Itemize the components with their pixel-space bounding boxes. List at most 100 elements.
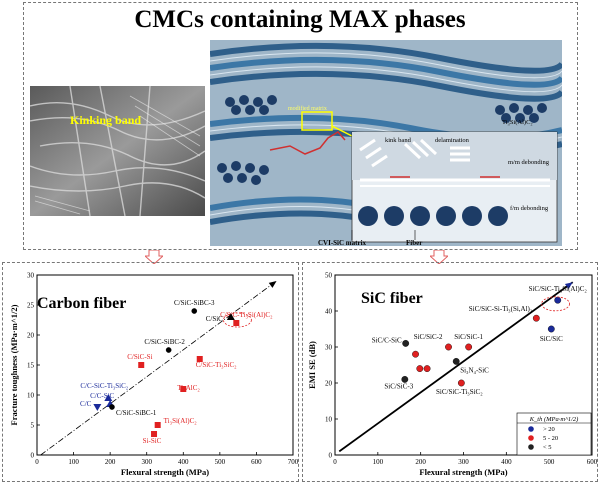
mm-debonding-label: m/m debonding [508, 159, 550, 166]
kink-band-label: kink band [385, 137, 412, 144]
data-label: C/C [80, 400, 92, 408]
data-point [138, 362, 145, 368]
data-point [154, 422, 161, 428]
fiber-label: Fiber [406, 239, 423, 247]
data-label: SiC/C-SiC [372, 336, 402, 344]
legend-marker [528, 435, 534, 441]
data-label: C/C-SiC-Ti₃SiC₂ [80, 382, 128, 390]
data-label: Si-SiC [143, 437, 162, 445]
y-axis-label: Fracture toughness (MPa·m^1/2) [9, 304, 19, 425]
carbon-fiber-panel: 0 100 200 300 400 500 600 700 0 5 10 15 20 25 30 Flexur… [2, 262, 299, 482]
chart-title: SiC fiber [361, 290, 423, 307]
sic-fiber-panel: 0 100 200 300 400 500 600 0 10 20 30 40 50 Flexural s… [302, 262, 598, 482]
carbon-fiber-chart: 0 100 200 300 400 500 600 700 0 5 10 15 20 25 30 Flexur… [9, 272, 299, 478]
legend-marker [528, 426, 534, 432]
legend-title: K_th (MPa·m^1/2) [529, 416, 579, 423]
data-point [416, 365, 424, 373]
data-label: SiC/SiC-Si-Ti₃(Si,Al)₂ [469, 305, 533, 313]
x-tick-label: 200 [105, 458, 116, 466]
y-tick-label: 20 [325, 380, 333, 388]
data-label: C/SiC-SiBC-3 [174, 299, 215, 307]
data-label: C/SiC [206, 315, 223, 323]
x-tick-label: 300 [141, 458, 152, 466]
x-axis-label: Flexural strength (MPa) [121, 467, 209, 477]
y-tick-label: 10 [325, 416, 333, 424]
x-tick-label: 100 [68, 458, 79, 466]
trend-line [40, 280, 277, 456]
data-label: SiC/SiC-Ti₃Si(Al)C₂ [529, 285, 588, 293]
data-point [457, 379, 465, 387]
data-label: C/SiC-SiBC-2 [144, 338, 185, 346]
data-point [165, 347, 172, 353]
trend-line [338, 281, 574, 453]
y-tick-label: 10 [27, 392, 35, 400]
delamination-label: delamination [435, 137, 470, 144]
data-point [196, 356, 203, 362]
x-tick-label: 600 [587, 458, 597, 466]
x-tick-label: 100 [373, 458, 384, 466]
legend-label: < 5 [543, 444, 552, 451]
x-tick-label: 400 [501, 458, 512, 466]
data-label: Si₃N₄-SiC [460, 366, 489, 374]
y-tick-label: 50 [325, 272, 333, 280]
kinking-band-label: Kinking band [70, 113, 141, 127]
data-point [452, 358, 460, 365]
legend-label: > 20 [543, 426, 555, 433]
data-point [402, 340, 410, 347]
x-tick-label: 600 [251, 458, 262, 466]
data-label: SiC/SiC-3 [384, 382, 413, 390]
trend-arrow-head [564, 282, 573, 290]
x-tick-label: 400 [178, 458, 189, 466]
phase-label: Ti₃Si(Al)C₂ [502, 119, 533, 126]
fm-debonding-label: f/m debonding [510, 205, 549, 212]
x-tick-label: 200 [415, 458, 426, 466]
modified-matrix-label: modified matrix [288, 105, 327, 112]
data-point [412, 350, 419, 358]
x-tick-label: 0 [35, 458, 39, 466]
data-label: SiC/SiC-Ti₃SiC₂ [436, 388, 483, 396]
data-label: SiC/SiC [540, 335, 563, 343]
page-title: CMCs containing MAX phases [134, 6, 466, 33]
y-tick-label: 0 [329, 452, 333, 460]
data-label: C/SiC-Si [127, 353, 152, 361]
cvi-matrix-label: CVI-SiC matrix [318, 239, 367, 247]
data-point [554, 296, 562, 304]
data-point [423, 365, 431, 373]
y-tick-label: 25 [27, 302, 35, 310]
x-tick-label: 300 [458, 458, 469, 466]
legend-label: 5 - 20 [543, 435, 558, 442]
data-label: C/SiC-SiBC-1 [116, 409, 157, 417]
data-label: C/SiC-Ti₃SiC₂ [196, 361, 237, 369]
y-axis-label: EMI SE (dB) [307, 341, 317, 389]
y-tick-label: 5 [31, 422, 35, 430]
y-tick-label: 20 [27, 332, 35, 340]
data-point [532, 314, 540, 322]
data-point [191, 308, 198, 314]
arrow-down-icon [145, 250, 163, 264]
highlight-ellipse [541, 296, 570, 312]
data-point [104, 394, 113, 401]
x-tick-label: 500 [544, 458, 555, 466]
data-point [109, 404, 115, 410]
data-point [233, 320, 240, 326]
y-tick-label: 40 [325, 308, 333, 316]
arrow-down-icon [430, 250, 448, 264]
x-axis-label: Flexural strength (MPa) [419, 467, 507, 477]
x-tick-label: 0 [333, 458, 337, 466]
data-point [465, 343, 473, 351]
sem-micrograph: Kinking band [30, 86, 205, 216]
legend-marker [528, 444, 534, 450]
data-point [151, 431, 158, 437]
data-point [401, 376, 409, 383]
highlight-ellipse [223, 312, 252, 328]
data-point [547, 325, 555, 333]
chart-title: Carbon fiber [37, 295, 126, 312]
y-tick-label: 15 [27, 362, 35, 370]
sic-fiber-chart: 0 100 200 300 400 500 600 0 10 20 30 40 50 Flexural s… [307, 272, 598, 478]
data-label: C/C-SiC [90, 392, 114, 400]
data-label: Ti₃AlC₂ [177, 384, 200, 392]
trend-arrow-head [268, 281, 277, 288]
svg-text:modified matrix: modified matrix [288, 105, 327, 112]
y-tick-label: 30 [27, 272, 35, 280]
x-tick-label: 700 [288, 458, 298, 466]
